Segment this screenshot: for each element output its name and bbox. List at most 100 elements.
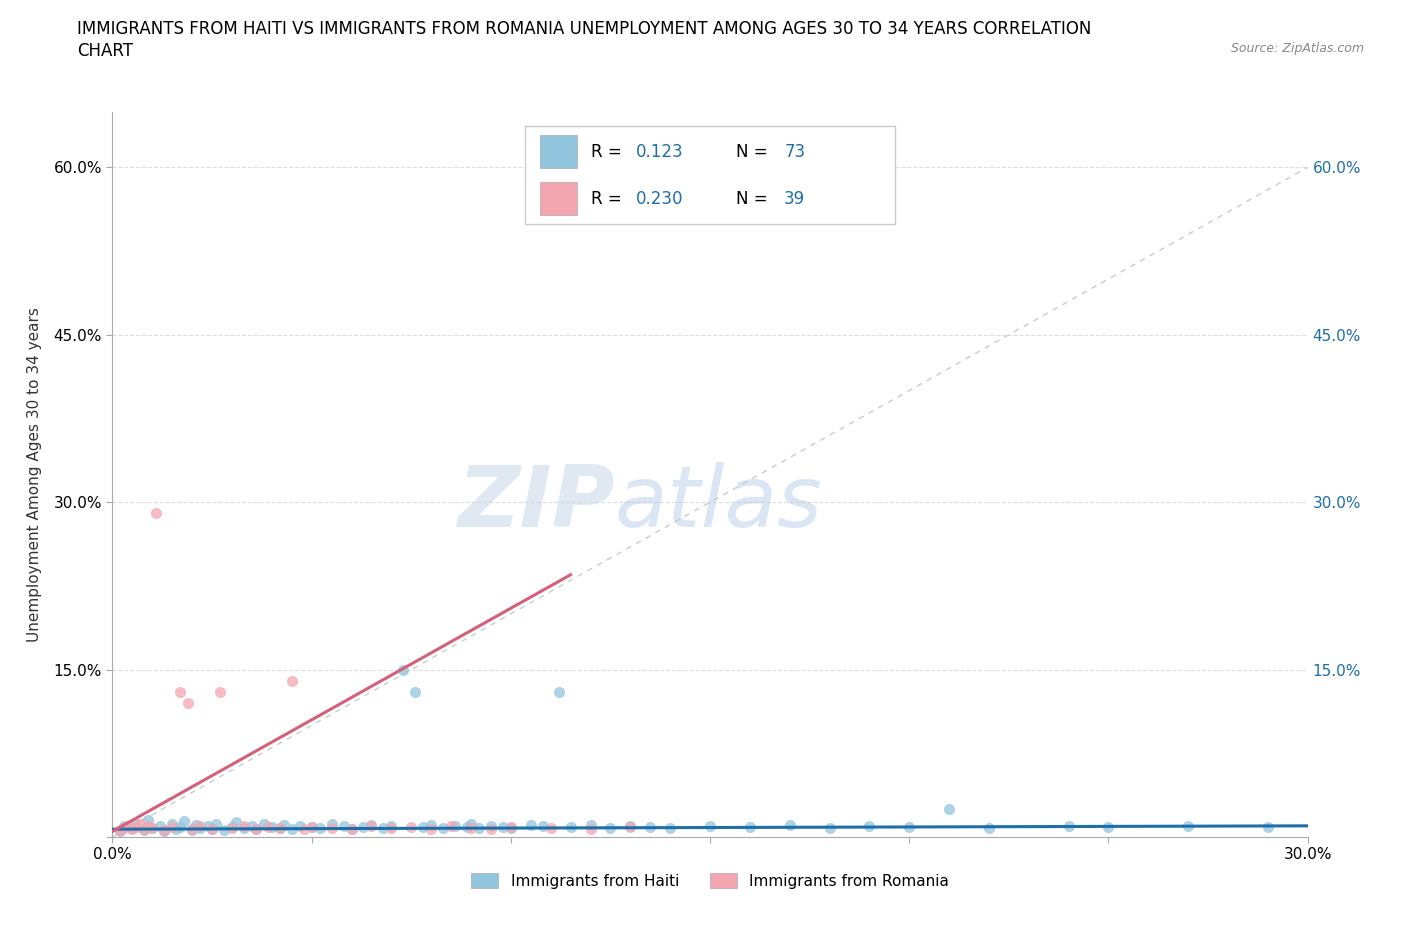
Point: [205, 817, 228, 831]
Point: [129, 817, 152, 831]
Point: [188, 820, 211, 835]
Point: [404, 684, 426, 699]
Point: [257, 819, 280, 834]
Point: [619, 819, 641, 834]
Point: [141, 820, 163, 835]
Point: [188, 818, 211, 833]
Point: [225, 815, 247, 830]
Point: [212, 823, 235, 838]
Point: [114, 820, 135, 835]
Point: [479, 818, 502, 833]
Text: Source: ZipAtlas.com: Source: ZipAtlas.com: [1230, 42, 1364, 55]
Point: [240, 818, 263, 833]
Point: [209, 684, 232, 699]
Point: [233, 820, 256, 835]
Point: [659, 820, 682, 835]
Y-axis label: Unemployment Among Ages 30 to 34 years: Unemployment Among Ages 30 to 34 years: [28, 307, 42, 642]
Text: CHART: CHART: [77, 42, 134, 60]
Point: [253, 817, 276, 831]
Point: [540, 820, 562, 835]
Text: atlas: atlas: [614, 462, 823, 545]
Point: [360, 817, 382, 832]
Point: [110, 823, 132, 838]
Point: [1057, 818, 1080, 833]
Point: [269, 820, 291, 835]
Point: [308, 820, 330, 835]
Point: [321, 820, 343, 835]
Point: [177, 696, 200, 711]
Point: [153, 824, 176, 839]
Point: [499, 819, 522, 834]
Point: [233, 818, 256, 833]
Point: [125, 819, 148, 834]
Point: [479, 822, 502, 837]
Point: [145, 506, 167, 521]
Point: [134, 823, 156, 838]
Point: [460, 820, 482, 835]
Point: [201, 822, 224, 837]
Text: IMMIGRANTS FROM HAITI VS IMMIGRANTS FROM ROMANIA UNEMPLOYMENT AMONG AGES 30 TO 3: IMMIGRANTS FROM HAITI VS IMMIGRANTS FROM…: [77, 20, 1091, 38]
Point: [273, 817, 295, 832]
Point: [858, 818, 880, 833]
Point: [560, 819, 582, 834]
Point: [173, 814, 195, 829]
Point: [292, 822, 315, 837]
Point: [640, 819, 662, 834]
Point: [520, 817, 543, 832]
Point: [281, 822, 304, 837]
Point: [401, 819, 423, 834]
Point: [412, 819, 434, 834]
Point: [138, 818, 160, 833]
Point: [181, 823, 204, 838]
Point: [221, 820, 243, 835]
Point: [373, 820, 395, 835]
Point: [1097, 819, 1119, 834]
Point: [260, 819, 283, 834]
Point: [221, 819, 243, 834]
Point: [186, 817, 208, 832]
Point: [125, 817, 148, 831]
Point: [444, 818, 467, 833]
Point: [420, 817, 443, 832]
Point: [579, 817, 602, 832]
Point: [1257, 819, 1279, 834]
Point: [162, 819, 183, 834]
Point: [1177, 818, 1199, 833]
Point: [579, 822, 602, 837]
Point: [547, 684, 569, 699]
Point: [138, 813, 160, 828]
Point: [141, 820, 163, 835]
Point: [360, 818, 382, 833]
Point: [340, 822, 363, 837]
Point: [499, 820, 522, 835]
Point: [245, 822, 267, 837]
Point: [938, 802, 960, 817]
Point: [432, 820, 454, 835]
Point: [181, 822, 204, 837]
Point: [162, 817, 183, 831]
Point: [121, 822, 143, 837]
Point: [110, 824, 132, 839]
Point: [340, 822, 363, 837]
Point: [818, 820, 841, 835]
Point: [153, 823, 176, 838]
Point: [492, 819, 515, 834]
Point: [245, 822, 267, 837]
Point: [977, 820, 1000, 835]
Point: [468, 820, 491, 835]
Point: [440, 818, 463, 833]
Point: [321, 817, 343, 831]
Point: [380, 820, 402, 835]
Point: [165, 822, 187, 837]
Point: [699, 818, 721, 833]
Point: [281, 673, 304, 688]
Text: ZIP: ZIP: [457, 462, 614, 545]
Point: [380, 818, 402, 833]
Point: [134, 822, 156, 837]
Point: [738, 819, 761, 834]
Point: [353, 819, 375, 834]
Point: [288, 818, 311, 833]
Point: [149, 818, 172, 833]
Point: [599, 820, 621, 835]
Point: [619, 818, 641, 833]
